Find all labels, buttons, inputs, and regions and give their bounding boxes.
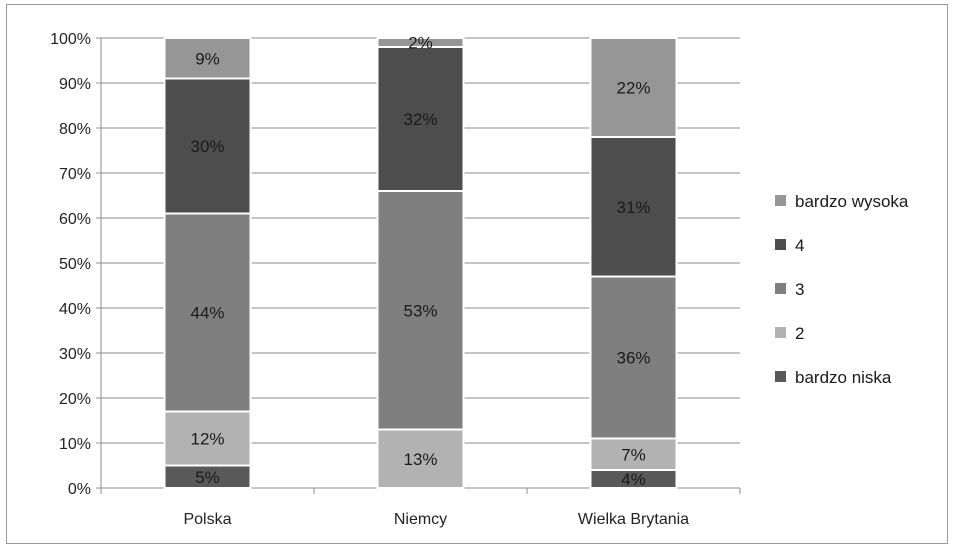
- bar-segment: [589, 275, 678, 440]
- y-tick-label: 30%: [59, 346, 91, 363]
- legend-label: bardzo niska: [795, 368, 892, 387]
- data-label: 13%: [403, 450, 437, 469]
- bar-segment: [376, 428, 465, 489]
- legend-swatch: [775, 239, 786, 250]
- legend-swatch: [775, 371, 786, 382]
- y-tick-label: 60%: [59, 211, 91, 228]
- bar-segment: [376, 46, 465, 192]
- bar-segment: [376, 190, 465, 431]
- legend-label: 3: [795, 280, 804, 299]
- data-label: 32%: [403, 110, 437, 129]
- bar-segment: [163, 212, 252, 413]
- x-tick-label: Niemcy: [394, 511, 447, 528]
- legend-label: bardzo wysoka: [795, 192, 909, 211]
- stacked-bar-chart: 0%10%20%30%40%50%60%70%80%90%100%5%12%44…: [50, 31, 909, 528]
- legend-label: 4: [795, 236, 804, 255]
- legend-swatch: [775, 195, 786, 206]
- data-label: 5%: [195, 468, 220, 487]
- y-tick-label: 40%: [59, 301, 91, 318]
- legend-swatch: [775, 327, 786, 338]
- data-label: 36%: [616, 349, 650, 368]
- data-label: 9%: [195, 49, 220, 68]
- data-label: 4%: [621, 470, 646, 489]
- bar-segment: [163, 410, 252, 467]
- y-tick-label: 70%: [59, 166, 91, 183]
- data-label: 30%: [190, 137, 224, 156]
- y-tick-label: 0%: [68, 481, 91, 498]
- y-tick-label: 10%: [59, 436, 91, 453]
- chart-frame: 0% 10% 20% 30% 40% 50% 60% 70% 80% 90% 100% 5% 12% 44…: [6, 4, 948, 544]
- data-label: 31%: [616, 198, 650, 217]
- bar-segment: [163, 37, 252, 80]
- data-label: 12%: [190, 430, 224, 449]
- data-label: 53%: [403, 301, 437, 320]
- legend-label: 2: [795, 324, 804, 343]
- data-label: 22%: [616, 79, 650, 98]
- bar-segment: [589, 37, 678, 138]
- x-tick-label: Wielka Brytania: [578, 511, 689, 528]
- data-label: 2%: [408, 34, 433, 53]
- legend-swatch: [775, 283, 786, 294]
- bar-segment: [163, 77, 252, 215]
- y-tick-label: 50%: [59, 256, 91, 273]
- x-tick-label: Polska: [183, 511, 231, 528]
- bar-segment: [589, 136, 678, 278]
- y-tick-label: 20%: [59, 391, 91, 408]
- data-label: 7%: [621, 445, 646, 464]
- y-tick-label: 100%: [50, 31, 91, 48]
- y-tick-label: 90%: [59, 76, 91, 93]
- bar-segment: [376, 37, 465, 48]
- y-tick-label: 80%: [59, 121, 91, 138]
- data-label: 44%: [190, 304, 224, 323]
